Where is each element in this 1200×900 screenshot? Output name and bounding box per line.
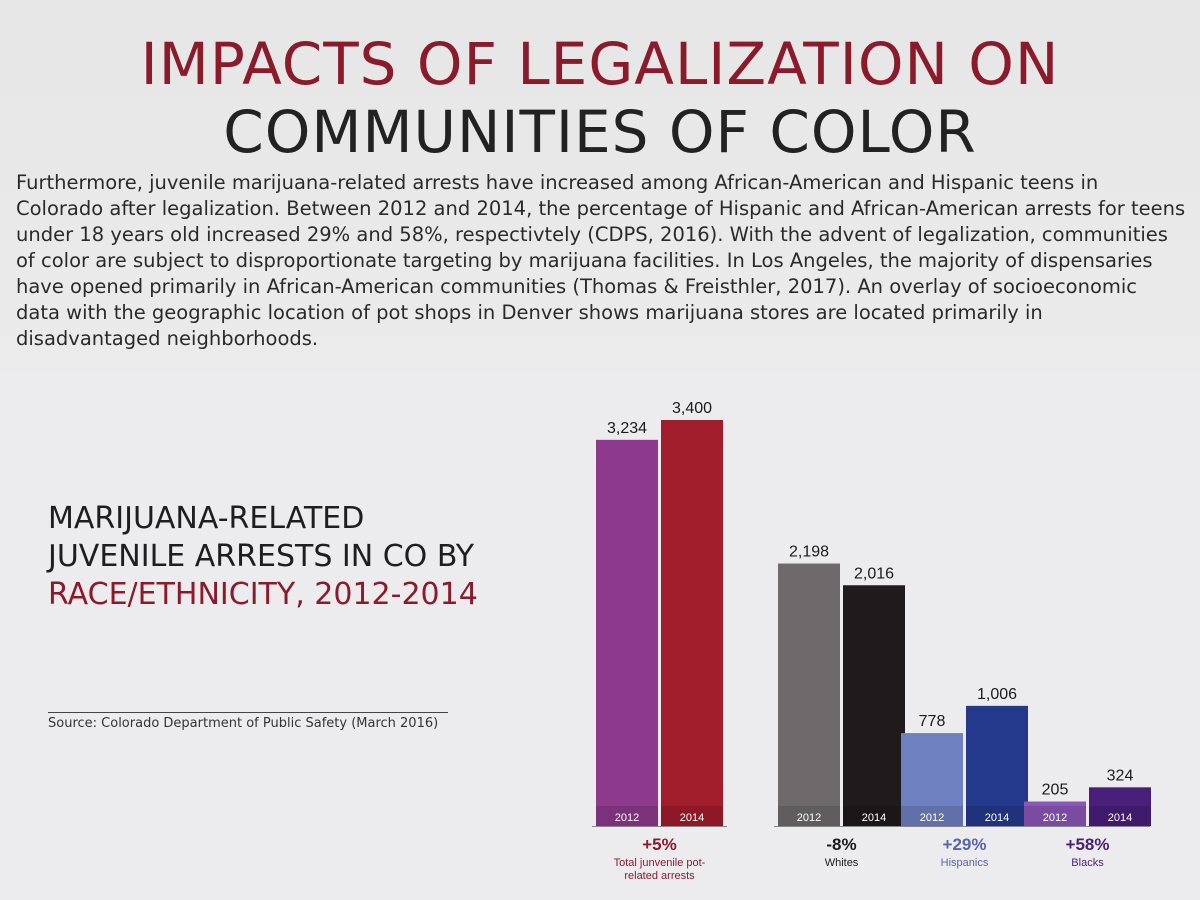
year-label-blacks-2012: 2012 [1043,812,1067,824]
value-label-hispanics-2012: 778 [919,713,946,730]
source-divider [48,712,448,713]
change-label-blacks: +58% [1066,835,1110,854]
bar-year-strip-whites-2014 [843,806,905,826]
year-label-hispanics-2012: 2012 [920,812,944,824]
bar-total-2012 [596,439,658,826]
group-label-total-0: Total junvenile pot- [614,857,706,869]
bar-year-strip-blacks-2014 [1089,806,1151,826]
value-label-blacks-2012: 205 [1042,782,1069,799]
value-label-whites-2012: 2,198 [789,544,829,561]
bar-year-strip-whites-2012 [778,806,840,826]
page-title-line-2: COMMUNITIES OF COLOR [223,98,977,166]
year-label-total-2014: 2014 [680,812,704,824]
change-label-total: +5% [642,835,677,854]
value-label-hispanics-2014: 1,006 [977,686,1017,703]
year-label-hispanics-2014: 2014 [985,812,1009,824]
value-label-blacks-2014: 324 [1107,767,1134,784]
year-label-whites-2014: 2014 [862,812,886,824]
bar-whites-2014 [843,585,905,826]
bar-year-strip-total-2014 [661,806,723,826]
body-paragraph: Furthermore, juvenile marijuana-related … [16,171,1186,350]
group-label-total-1: related arrests [624,870,695,882]
group-label-whites-0: Whites [825,857,859,869]
chart-heading-line-2: JUVENILE ARRESTS IN CO BY [48,539,475,574]
bar-whites-2012 [778,563,840,826]
change-label-whites: -8% [826,835,856,854]
bar-hispanics-2012 [901,733,963,826]
bar-blacks-2014 [1089,787,1151,826]
change-label-hispanics: +29% [943,835,987,854]
chart-heading: MARIJUANA-RELATED JUVENILE ARRESTS IN CO… [48,500,568,614]
source-citation: Source: Colorado Department of Public Sa… [48,716,439,731]
group-label-blacks-0: Blacks [1071,857,1104,869]
chart-heading-line-3: RACE/ETHNICITY, 2012-2014 [48,577,478,612]
value-label-total-2014: 3,400 [672,400,712,417]
group-label-hispanics-0: Hispanics [941,857,989,869]
bar-year-strip-blacks-2012 [1024,806,1086,826]
year-label-total-2012: 2012 [615,812,639,824]
bar-year-strip-hispanics-2014 [966,806,1028,826]
bar-year-strip-hispanics-2012 [901,806,963,826]
year-label-whites-2012: 2012 [797,812,821,824]
chart-heading-line-1: MARIJUANA-RELATED [48,501,365,536]
bar-year-strip-total-2012 [596,806,658,826]
bar-hispanics-2014 [966,705,1028,826]
bar-blacks-2012 [1024,801,1086,826]
value-label-total-2012: 3,234 [607,420,647,437]
year-label-blacks-2014: 2014 [1108,812,1132,824]
page-title-line-1: IMPACTS OF LEGALIZATION ON [140,30,1060,98]
value-label-whites-2014: 2,016 [854,565,894,582]
bar-total-2014 [661,420,723,826]
